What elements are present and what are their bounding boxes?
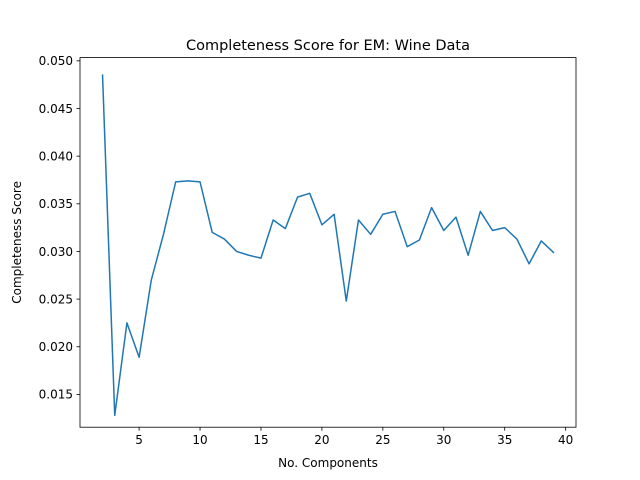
x-tick-label: 10 bbox=[192, 433, 207, 447]
chart-title: Completeness Score for EM: Wine Data bbox=[186, 38, 470, 54]
x-tick-label: 15 bbox=[253, 433, 268, 447]
y-axis: 0.015 0.020 0.025 0.030 0.035 0.040 0.045 0.050 bbox=[39, 54, 80, 402]
y-tick-label: 0.030 bbox=[39, 245, 73, 259]
plot-area-frame bbox=[79, 57, 577, 428]
x-tick-label: 5 bbox=[135, 433, 143, 447]
x-tick-label: 40 bbox=[558, 433, 573, 447]
y-axis-label: Completeness Score bbox=[10, 181, 24, 304]
x-tick-label: 35 bbox=[497, 433, 512, 447]
x-axis-label: No. Components bbox=[278, 456, 378, 470]
y-tick-label: 0.035 bbox=[39, 197, 73, 211]
x-tick-label: 25 bbox=[375, 433, 390, 447]
x-tick-label: 20 bbox=[314, 433, 329, 447]
series-layer bbox=[101, 74, 555, 417]
x-axis: 5 10 15 20 25 30 35 40 bbox=[135, 427, 573, 447]
y-tick-label: 0.050 bbox=[39, 54, 73, 68]
y-tick-label: 0.015 bbox=[39, 388, 73, 402]
y-tick-label: 0.020 bbox=[39, 340, 73, 354]
x-tick-label: 30 bbox=[436, 433, 451, 447]
series-line bbox=[101, 74, 555, 417]
y-tick-label: 0.040 bbox=[39, 149, 73, 163]
y-tick-label: 0.025 bbox=[39, 292, 73, 306]
y-tick-label: 0.045 bbox=[39, 102, 73, 116]
